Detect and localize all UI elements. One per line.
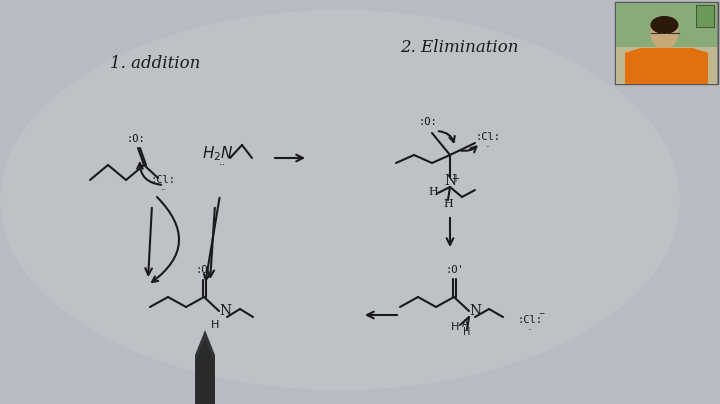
Text: +: + bbox=[451, 174, 459, 184]
FancyArrowPatch shape bbox=[438, 131, 455, 142]
Text: :Cl:: :Cl: bbox=[150, 175, 176, 185]
Text: $^-$: $^-$ bbox=[537, 311, 546, 321]
Text: :O:: :O: bbox=[418, 117, 437, 127]
Ellipse shape bbox=[650, 16, 678, 34]
Text: $H_2N$: $H_2N$ bbox=[202, 144, 234, 163]
Text: :Cl:: :Cl: bbox=[475, 132, 500, 142]
Text: A: A bbox=[462, 319, 468, 329]
Polygon shape bbox=[195, 330, 215, 404]
Text: ..: .. bbox=[527, 323, 533, 332]
Ellipse shape bbox=[0, 10, 680, 390]
FancyArrowPatch shape bbox=[204, 198, 220, 280]
Text: N: N bbox=[469, 304, 481, 318]
Bar bbox=[616, 3, 717, 48]
Ellipse shape bbox=[650, 17, 678, 49]
Text: ..: .. bbox=[218, 157, 225, 167]
Text: 1. addition: 1. addition bbox=[110, 55, 200, 72]
Text: N: N bbox=[444, 174, 456, 188]
Bar bbox=[615, 2, 718, 84]
FancyArrowPatch shape bbox=[137, 163, 161, 185]
Polygon shape bbox=[196, 340, 214, 404]
FancyArrowPatch shape bbox=[152, 197, 179, 282]
Text: :O': :O' bbox=[446, 265, 464, 275]
Text: H: H bbox=[211, 320, 219, 330]
Text: 2. Elimination: 2. Elimination bbox=[400, 39, 518, 56]
Bar bbox=[616, 47, 717, 84]
Text: H: H bbox=[451, 322, 459, 332]
Bar bbox=[696, 5, 714, 27]
Text: :O:: :O: bbox=[127, 134, 145, 144]
Text: H: H bbox=[428, 187, 438, 197]
Text: ..: .. bbox=[485, 140, 490, 149]
Text: :O': :O' bbox=[196, 265, 215, 275]
FancyArrowPatch shape bbox=[461, 147, 477, 152]
Text: H: H bbox=[463, 327, 471, 337]
Polygon shape bbox=[625, 48, 708, 84]
Text: H: H bbox=[443, 199, 453, 209]
Text: :Cl:: :Cl: bbox=[518, 315, 542, 325]
Text: N: N bbox=[219, 304, 231, 318]
Text: ..: .. bbox=[161, 183, 166, 192]
